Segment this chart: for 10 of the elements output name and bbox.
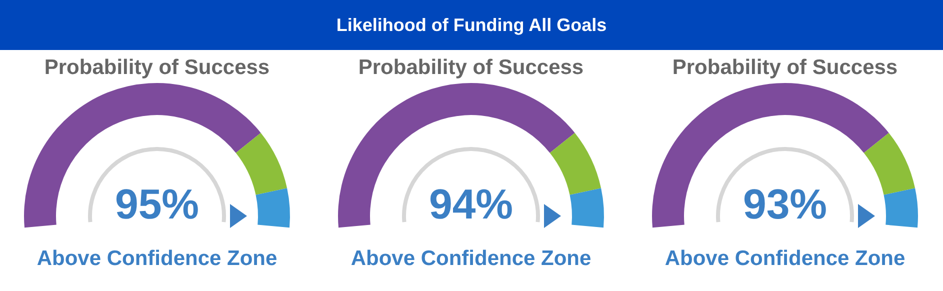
text: Above Confidence Zone [350,247,592,270]
text: 95% [114,180,200,228]
text: Above Confidence Zone [36,247,278,270]
chart-title: Probability of Success [672,56,898,79]
text: 93% [742,180,828,228]
chart-title: Probability of Success [44,56,270,79]
text: 94% [428,180,514,228]
text: Likelihood of Funding All Goals [0,0,943,50]
text: Above Confidence Zone [664,247,906,270]
chart-title: Probability of Success [358,56,584,79]
